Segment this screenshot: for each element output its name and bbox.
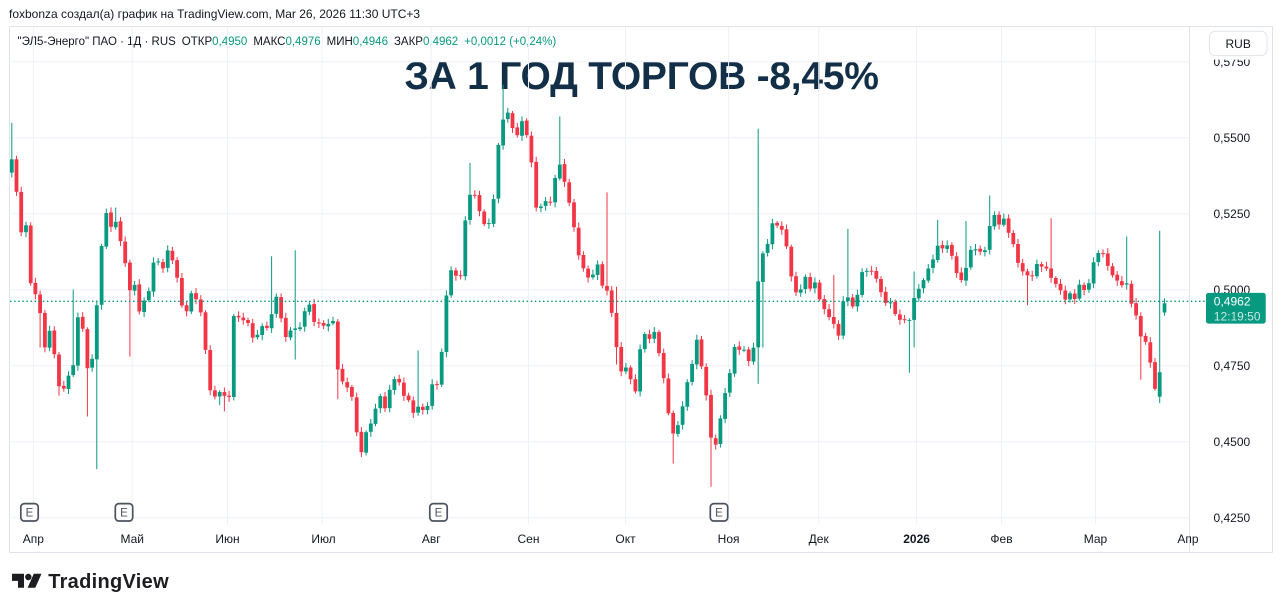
svg-text:Авг: Авг xyxy=(422,532,441,546)
svg-text:Апр: Апр xyxy=(1177,532,1199,546)
svg-text:E: E xyxy=(26,507,34,519)
svg-text:0,4500: 0,4500 xyxy=(1214,435,1251,449)
svg-text:Июл: Июл xyxy=(311,532,335,546)
svg-text:Дек: Дек xyxy=(809,532,830,546)
svg-text:Мар: Мар xyxy=(1084,532,1108,546)
svg-text:Сен: Сен xyxy=(518,532,540,546)
svg-text:Фев: Фев xyxy=(990,532,1012,546)
svg-text:2026: 2026 xyxy=(903,532,930,546)
svg-text:TradingView: TradingView xyxy=(48,571,169,593)
svg-text:Май: Май xyxy=(120,532,144,546)
svg-text:Окт: Окт xyxy=(615,532,636,546)
svg-text:Июн: Июн xyxy=(215,532,239,546)
svg-text:0,4750: 0,4750 xyxy=(1214,359,1251,373)
svg-text:0,5250: 0,5250 xyxy=(1214,207,1251,221)
svg-text:E: E xyxy=(435,507,443,519)
svg-text:0,4962: 0,4962 xyxy=(1214,294,1251,308)
svg-text:Апр: Апр xyxy=(23,532,45,546)
svg-text:RUB: RUB xyxy=(1226,37,1251,51)
svg-text:Ноя: Ноя xyxy=(718,532,740,546)
svg-text:0,5500: 0,5500 xyxy=(1214,131,1251,145)
svg-text:0,4250: 0,4250 xyxy=(1214,511,1251,525)
svg-text:E: E xyxy=(120,507,128,519)
svg-text:E: E xyxy=(715,507,723,519)
svg-text:12:19:50: 12:19:50 xyxy=(1214,309,1261,323)
